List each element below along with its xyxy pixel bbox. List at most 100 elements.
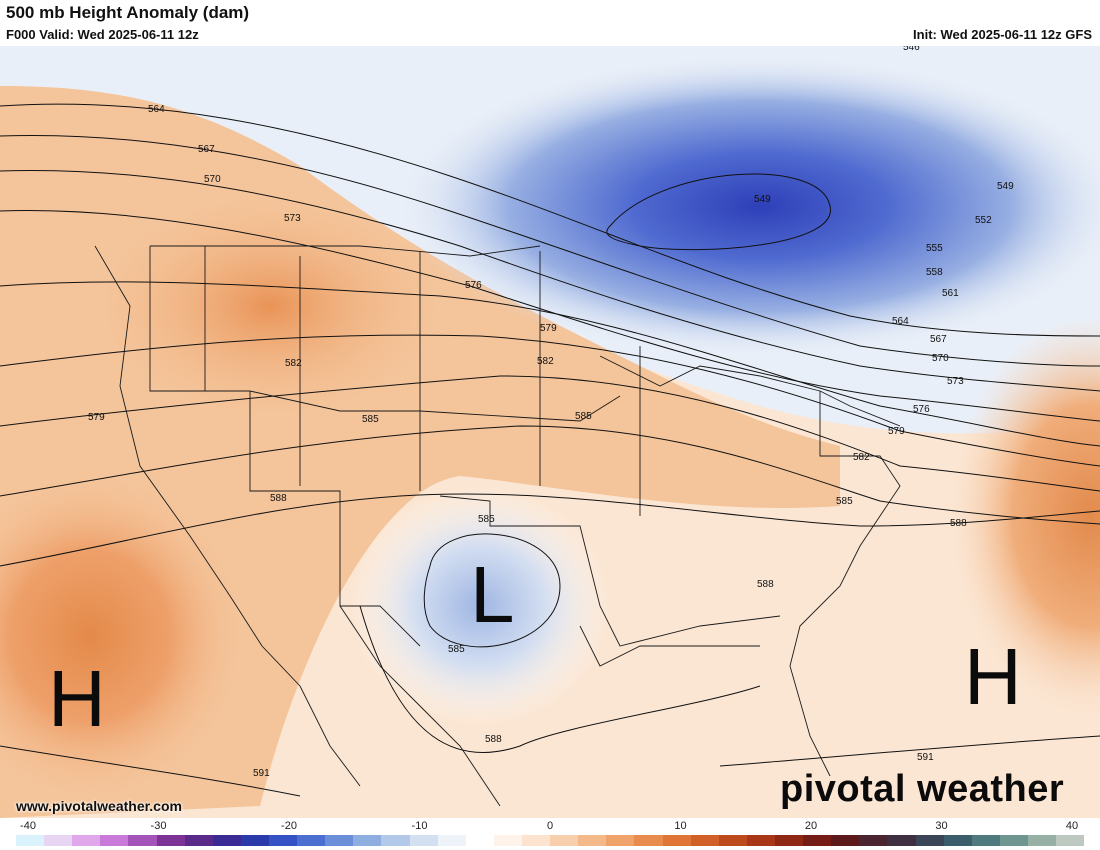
colorbar-cell (184, 835, 213, 846)
colorbar-cell (240, 835, 269, 846)
colorbar-cell (803, 835, 832, 846)
warm-anomaly-rockies (100, 196, 440, 416)
colorbar-cell (353, 835, 382, 846)
contour-label: 576 (913, 404, 930, 415)
contour-label: 552 (975, 215, 992, 226)
contour-label: 585 (478, 514, 495, 525)
colorbar-cell (1027, 835, 1057, 846)
colorbar-cell (100, 835, 129, 846)
height-contours (0, 103, 1100, 797)
contour-line (0, 425, 1100, 525)
contour-line (0, 103, 1100, 337)
contour-label: 546 (903, 46, 920, 53)
contour-line (0, 493, 1100, 567)
colorbar-cell (746, 835, 775, 846)
colorbar-cell (297, 835, 326, 846)
contour-line (0, 210, 1100, 422)
colorbar-cell (1056, 835, 1085, 846)
contour-label: 564 (148, 104, 165, 115)
colorbar-cell (634, 835, 663, 846)
contour-label: 579 (888, 426, 905, 437)
contour-label: 564 (892, 316, 909, 327)
contour-label: 570 (204, 174, 221, 185)
contour-closed-low-canada (606, 173, 831, 251)
contour-line (0, 334, 1100, 467)
colorbar-tick-label: 0 (546, 820, 554, 832)
contour-label: 558 (926, 267, 943, 278)
colorbar-cell (831, 835, 860, 846)
gulf-region-lines (439, 495, 781, 647)
brand-logo: pivotal weather (780, 768, 1065, 810)
colorbar-cell (44, 835, 73, 846)
colorbar-cell (465, 835, 494, 846)
colorbar-cell (409, 835, 438, 846)
political-boundaries (94, 245, 901, 807)
colorbar-tick-label: -30 (150, 820, 167, 832)
colorbar-cell (268, 835, 298, 846)
colorbar-cell (72, 835, 101, 846)
colorbar-cell (16, 835, 45, 846)
colorbar-cell (971, 835, 1000, 846)
contour-closed-low (423, 533, 561, 648)
contour-label: 582 (285, 358, 302, 369)
colorbar-tick-label: 30 (935, 820, 948, 832)
colorbar-cell (128, 835, 157, 846)
contour-label: 585 (575, 411, 592, 422)
warm-anomaly-pacific (0, 466, 250, 806)
contour-label: 549 (754, 194, 771, 205)
west-coast-outline (94, 245, 361, 787)
colorbar-cell (156, 835, 185, 846)
colorbar-cell (718, 835, 747, 846)
gulf-coast (579, 625, 760, 667)
colorbar-cell (690, 835, 719, 846)
contour-line (0, 169, 1100, 392)
contour-label: 579 (88, 412, 105, 423)
state-lines-vertical (204, 246, 641, 516)
contour-line (0, 134, 1100, 367)
contour-line (0, 281, 1100, 447)
contour-label: 588 (950, 518, 967, 529)
contour-label: 591 (253, 768, 270, 779)
colorbar-cell (550, 835, 579, 846)
contour-label: 585 (362, 414, 379, 425)
contour-label: 582 (537, 356, 554, 367)
colorbar-tick-label: -20 (281, 820, 297, 832)
contour-label: 579 (540, 323, 557, 334)
colorbar-tick-label: -10 (411, 820, 428, 832)
contour-label: 561 (942, 288, 959, 299)
contour-label: 549 (997, 181, 1014, 192)
init-time: Init: Wed 2025-06-11 12z GFS (913, 27, 1092, 42)
cold-anomaly-texas (350, 486, 610, 726)
contour-label: 582 (853, 452, 870, 463)
contour-label: 573 (947, 376, 964, 387)
contour-label: 588 (757, 579, 774, 590)
colorbar-cell (521, 835, 551, 846)
colorbar-cell (212, 835, 241, 846)
colorbar-cell (325, 835, 354, 846)
east-coast-outline (789, 391, 901, 777)
colorbar-cell (859, 835, 888, 846)
colorbar-cell (493, 835, 522, 846)
colorbar-strip (16, 835, 1085, 846)
contour-label: 567 (198, 144, 215, 155)
contour-line (0, 375, 1100, 492)
colorbar-cell (943, 835, 972, 846)
website-link[interactable]: www.pivotalweather.com (16, 798, 182, 814)
colorbar-cell (887, 835, 916, 846)
contour-label: 591 (917, 752, 934, 763)
valid-time: F000 Valid: Wed 2025-06-11 12z (6, 27, 199, 42)
contour-line (359, 605, 761, 753)
contour-label: 588 (485, 734, 502, 745)
contour-label: 576 (465, 280, 482, 291)
anomaly-map: 564 567 570 573 576 579 582 579 585 582 … (0, 46, 1100, 818)
high-pressure-label: H (48, 654, 106, 743)
contour-label: 585 (448, 644, 465, 655)
colorbar-tick-label: 10 (674, 820, 687, 832)
colorbar-cell (381, 835, 410, 846)
colorbar-cell (915, 835, 944, 846)
great-lakes-lines (599, 355, 901, 427)
contour-labels: 564 567 570 573 576 579 582 579 585 582 … (88, 46, 1014, 779)
warm-anomaly-atlantic (950, 316, 1100, 716)
pressure-centers: H L H (48, 550, 1022, 743)
colorbar-cell (662, 835, 691, 846)
